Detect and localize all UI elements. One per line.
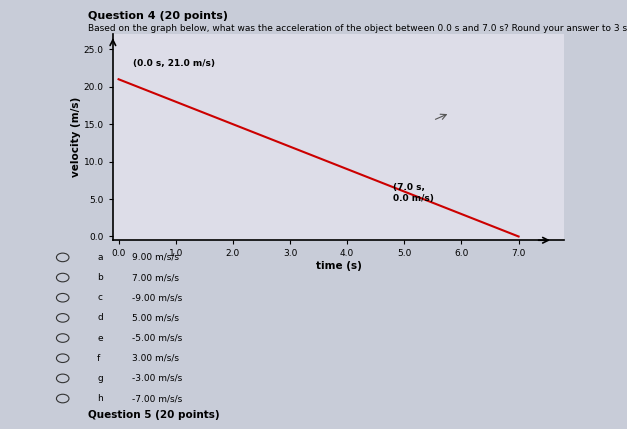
Text: g: g <box>97 374 103 383</box>
Text: -5.00 m/s/s: -5.00 m/s/s <box>132 334 182 342</box>
Text: c: c <box>97 293 102 302</box>
Text: Question 5 (20 points): Question 5 (20 points) <box>88 410 219 420</box>
Text: Based on the graph below, what was the acceleration of the object between 0.0 s : Based on the graph below, what was the a… <box>88 24 627 33</box>
Text: e: e <box>97 334 103 342</box>
Text: (7.0 s,
0.0 m/s): (7.0 s, 0.0 m/s) <box>393 184 434 203</box>
Text: a: a <box>97 253 103 262</box>
Text: (0.0 s, 21.0 m/s): (0.0 s, 21.0 m/s) <box>133 59 215 68</box>
Text: Question 4 (20 points): Question 4 (20 points) <box>88 11 228 21</box>
Text: -3.00 m/s/s: -3.00 m/s/s <box>132 374 182 383</box>
Y-axis label: velocity (m/s): velocity (m/s) <box>71 97 81 178</box>
X-axis label: time (s): time (s) <box>315 261 362 271</box>
Text: 5.00 m/s/s: 5.00 m/s/s <box>132 314 179 322</box>
Text: b: b <box>97 273 103 282</box>
Text: f: f <box>97 354 100 363</box>
Text: d: d <box>97 314 103 322</box>
Text: 3.00 m/s/s: 3.00 m/s/s <box>132 354 179 363</box>
Text: -7.00 m/s/s: -7.00 m/s/s <box>132 394 182 403</box>
Text: -9.00 m/s/s: -9.00 m/s/s <box>132 293 182 302</box>
Text: 9.00 m/s/s: 9.00 m/s/s <box>132 253 179 262</box>
Text: 7.00 m/s/s: 7.00 m/s/s <box>132 273 179 282</box>
Text: h: h <box>97 394 103 403</box>
